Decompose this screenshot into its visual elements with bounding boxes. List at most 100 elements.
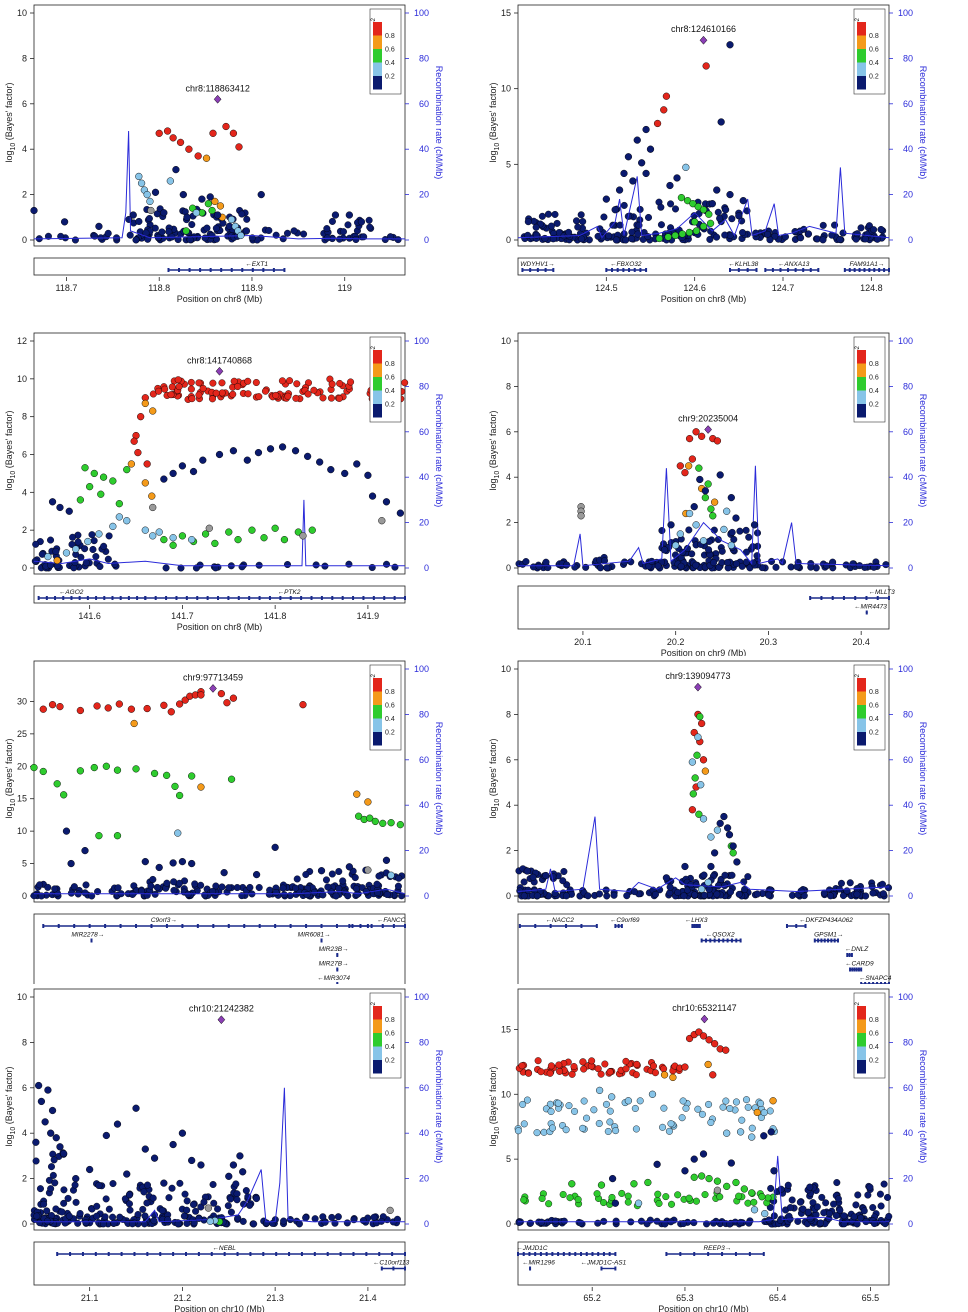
lead-snp-marker — [209, 684, 217, 693]
snp-point — [214, 211, 222, 219]
snp-point — [668, 1200, 676, 1208]
snp-point — [696, 475, 704, 484]
gene-label: ←FANCC — [377, 917, 406, 924]
snp-point — [766, 1107, 774, 1115]
snp-point — [43, 1217, 51, 1225]
gene-exon — [392, 1266, 395, 1271]
snp-point — [551, 210, 559, 218]
recomb-tick-label: 40 — [419, 472, 429, 482]
recomb-tick-label: 80 — [419, 709, 429, 719]
gene-exon — [614, 1252, 617, 1256]
recomb-tick-label: 80 — [903, 53, 913, 63]
y-tick-label: 4 — [506, 472, 511, 482]
gene-label: ←JMJD1C — [516, 1245, 548, 1252]
recombination-rate-line — [33, 499, 405, 567]
regional-association-plot: 0 5 10 15 0 20 40 60 80 100 log10 (Bayes' factor) R… — [488, 4, 928, 304]
snp-point — [364, 471, 372, 479]
gene-exon — [734, 1252, 737, 1256]
y-tick-label: 10 — [17, 8, 27, 18]
recomb-axis-label: Recombination rate (cM/Mb) — [434, 394, 444, 508]
snp-point — [215, 450, 224, 459]
snp-point — [95, 832, 103, 840]
gene-exon — [227, 924, 230, 928]
snp-point — [146, 197, 154, 206]
lead-snp-marker — [700, 1014, 709, 1024]
gene-exon — [860, 967, 863, 972]
snp-point — [662, 1193, 670, 1201]
lead-snp-label: chr9:97713459 — [183, 672, 243, 682]
snp-point — [520, 892, 528, 900]
gene-label: ←NEBL — [212, 1245, 236, 1252]
snp-point — [155, 528, 163, 536]
snp-point — [877, 1202, 885, 1210]
snp-point — [674, 1191, 682, 1199]
regional-plot-panel: 0 5 10 15 0 20 40 60 80 100 log10 (Bayes' factor) R… — [484, 0, 968, 328]
gene-label: ←ANXA13 — [778, 261, 810, 268]
snp-point — [797, 234, 805, 242]
snp-point — [708, 200, 716, 208]
snp-point — [545, 1200, 553, 1208]
snp-point — [155, 129, 163, 137]
snp-point — [203, 224, 211, 232]
snp-point — [260, 534, 268, 542]
snp-point — [32, 1157, 40, 1165]
snp-point — [149, 503, 157, 512]
snp-point — [693, 751, 701, 759]
x-tick-label: 118.7 — [56, 283, 78, 293]
snp-point — [229, 1161, 238, 1169]
snp-point — [651, 890, 659, 898]
snp-point — [192, 1207, 200, 1215]
snp-point — [290, 227, 298, 235]
snp-point — [345, 211, 353, 219]
gene-exon — [227, 596, 230, 600]
snp-point — [698, 1110, 706, 1118]
snp-point — [692, 561, 700, 569]
snp-point — [227, 215, 236, 224]
snp-point — [102, 1131, 110, 1140]
snp-point — [839, 892, 847, 900]
snp-point — [248, 526, 256, 534]
snp-point — [522, 558, 530, 566]
snp-point — [138, 887, 146, 895]
gene-exon — [746, 268, 749, 272]
snp-point — [707, 227, 715, 235]
snp-point — [806, 1183, 814, 1191]
gene-exon — [534, 1252, 537, 1256]
snp-point — [579, 218, 587, 226]
snp-point — [716, 214, 724, 222]
r2-legend-label: 0.6 — [385, 1031, 395, 1038]
gene-exon — [86, 596, 89, 600]
snp-point — [339, 228, 347, 236]
snp-point — [190, 1219, 198, 1227]
snp-point — [823, 562, 831, 570]
snp-point — [105, 532, 113, 540]
snp-point — [738, 562, 746, 570]
y-tick-label: 25 — [17, 729, 27, 739]
snp-point — [135, 172, 143, 181]
gene-label: ←LHX3 — [685, 917, 708, 924]
y-tick-label: 4 — [22, 144, 27, 154]
snp-point — [186, 236, 194, 244]
snp-point — [252, 870, 261, 879]
snp-point — [695, 464, 703, 472]
snp-point — [744, 873, 752, 881]
recomb-tick-label: 40 — [419, 144, 429, 154]
gene-exon — [370, 924, 373, 928]
snp-point — [232, 1180, 240, 1188]
gene-exon — [878, 268, 881, 272]
recomb-tick-label: 60 — [419, 1083, 429, 1093]
snp-point — [143, 1199, 151, 1207]
snp-point — [529, 873, 537, 881]
gene-exon — [37, 596, 40, 600]
gene-exon — [393, 596, 396, 600]
r2-legend-label: 0.4 — [869, 60, 879, 67]
y-tick-label: 5 — [506, 1154, 511, 1164]
snp-point — [163, 879, 171, 887]
snp-point — [175, 879, 183, 887]
gene-exon — [813, 938, 816, 943]
gene-exon — [518, 924, 521, 928]
snp-point — [368, 492, 377, 500]
gene-exon — [241, 268, 244, 272]
gene-exon — [695, 924, 698, 928]
